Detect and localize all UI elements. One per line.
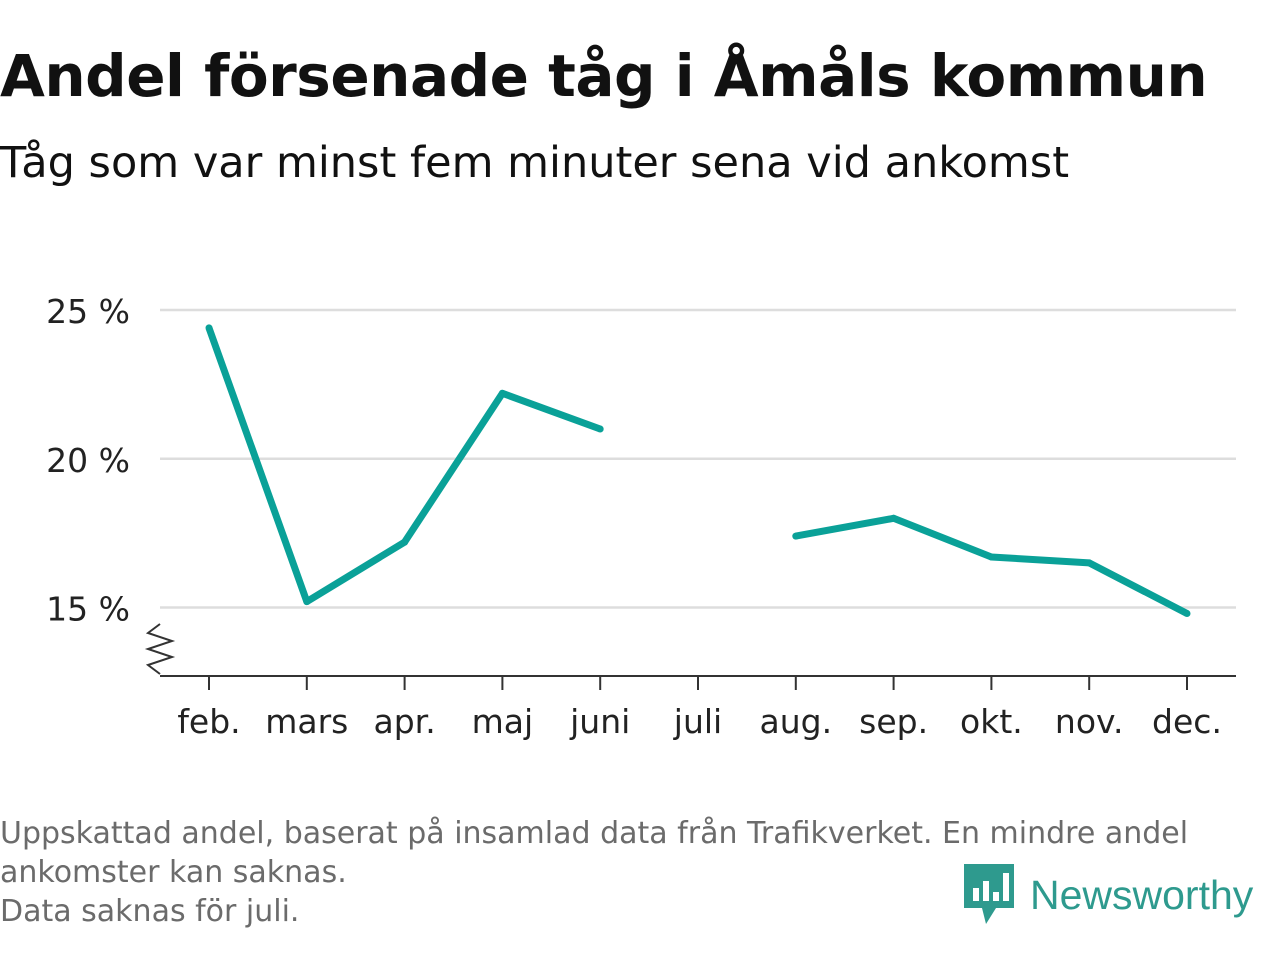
- x-tick-label: nov.: [1055, 702, 1124, 741]
- series-lines: [205, 324, 1191, 618]
- data-point: [596, 425, 604, 433]
- footnote-line: Uppskattad andel, baserat på insamlad da…: [0, 816, 1189, 851]
- y-tick-label: 20 %: [46, 441, 130, 480]
- x-tick-label: mars: [265, 702, 348, 741]
- data-point: [1183, 610, 1191, 618]
- x-tick-label: juli: [673, 702, 722, 741]
- newsworthy-logo-icon: [964, 864, 1014, 924]
- footnote-line: ankomster kan saknas.: [0, 855, 347, 890]
- x-tick-label: apr.: [373, 702, 435, 741]
- brand-name: Newsworthy: [1030, 871, 1254, 918]
- footnote-line: Data saknas för juli.: [0, 894, 300, 929]
- x-tick-label: feb.: [177, 702, 240, 741]
- data-point: [890, 514, 898, 522]
- y-axis-ticks: 15 % 20 % 25 %: [46, 292, 130, 629]
- chart-subtitle: Tåg som var minst fem minuter sena vid a…: [0, 138, 1070, 188]
- x-tick-label: maj: [472, 702, 534, 741]
- y-tick-label: 25 %: [46, 292, 130, 331]
- axis-break-icon: [144, 623, 176, 675]
- data-point: [987, 553, 995, 561]
- footnote: Uppskattad andel, baserat på insamlad da…: [0, 814, 1270, 931]
- x-tick-label: aug.: [760, 702, 833, 741]
- x-tick-label: sep.: [859, 702, 928, 741]
- series-line: [205, 326, 1189, 617]
- data-point: [205, 324, 213, 332]
- gridlines: [160, 308, 1236, 609]
- data-point: [303, 598, 311, 606]
- y-tick-label: 15 %: [46, 590, 130, 629]
- x-tick-label: dec.: [1152, 702, 1222, 741]
- x-axis-ticks: feb. mars apr. maj juni juli aug. sep. okt. nov. d…: [177, 676, 1222, 741]
- data-point: [1085, 559, 1093, 567]
- chart-title: Andel försenade tåg i Åmåls kommun: [0, 42, 1208, 110]
- data-point: [792, 532, 800, 540]
- data-point: [498, 389, 506, 397]
- data-point: [401, 538, 409, 546]
- brand: Newsworthy: [964, 864, 1253, 926]
- x-tick-label: juni: [569, 702, 630, 741]
- x-tick-label: okt.: [960, 702, 1023, 741]
